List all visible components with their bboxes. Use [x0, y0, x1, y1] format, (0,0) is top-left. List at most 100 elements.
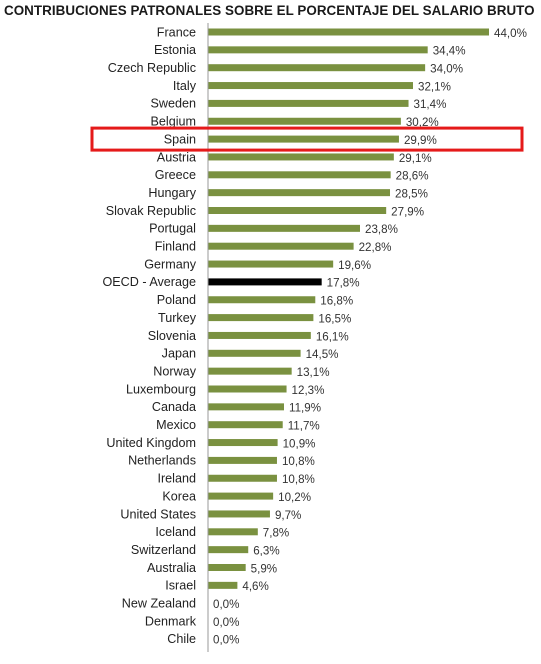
- bar-oecd-average: [208, 278, 322, 286]
- category-label-czech-republic: Czech Republic: [108, 61, 196, 75]
- value-label-switzerland: 6,3%: [253, 544, 279, 557]
- bar-germany: [208, 260, 334, 268]
- value-label-turkey: 16,5%: [318, 312, 351, 325]
- value-label-poland: 16,8%: [320, 295, 353, 308]
- category-label-france: France: [157, 25, 196, 39]
- category-label-canada: Canada: [152, 400, 196, 414]
- highlight-box: [90, 126, 524, 152]
- value-label-oecd-average: 17,8%: [327, 277, 360, 290]
- value-label-australia: 5,9%: [251, 562, 277, 575]
- bar-japan: [208, 349, 301, 357]
- bar-italy: [208, 82, 413, 90]
- value-label-germany: 19,6%: [338, 259, 371, 272]
- value-label-slovak-republic: 27,9%: [391, 205, 424, 218]
- category-label-united-kingdom: United Kingdom: [106, 436, 196, 450]
- value-label-austria: 29,1%: [399, 152, 432, 165]
- bar-greece: [208, 171, 391, 179]
- value-label-united-states: 9,7%: [275, 509, 301, 522]
- category-label-oecd-average: OECD - Average: [102, 275, 196, 289]
- category-label-germany: Germany: [144, 257, 196, 271]
- value-label-france: 44,0%: [494, 27, 527, 40]
- value-label-hungary: 28,5%: [395, 187, 428, 200]
- bar-spain: [208, 135, 399, 143]
- category-label-estonia: Estonia: [154, 43, 196, 57]
- category-label-slovak-republic: Slovak Republic: [106, 204, 196, 218]
- bar-norway: [208, 367, 292, 375]
- category-label-austria: Austria: [157, 150, 196, 164]
- bar-korea: [208, 492, 274, 500]
- bar-united-states: [208, 510, 270, 518]
- category-label-poland: Poland: [157, 293, 196, 307]
- bar-australia: [208, 564, 246, 571]
- category-label-australia: Australia: [147, 561, 196, 575]
- value-label-italy: 32,1%: [418, 80, 451, 93]
- category-label-finland: Finland: [155, 240, 196, 254]
- value-label-estonia: 34,4%: [433, 45, 466, 58]
- value-label-netherlands: 10,8%: [282, 455, 315, 468]
- category-label-spain: Spain: [164, 132, 196, 146]
- bar-united-kingdom: [208, 439, 278, 447]
- category-label-turkey: Turkey: [158, 311, 197, 325]
- category-label-mexico: Mexico: [156, 418, 196, 432]
- category-label-united-states: United States: [120, 507, 196, 521]
- category-label-ireland: Ireland: [157, 472, 196, 486]
- category-label-italy: Italy: [173, 79, 197, 93]
- bar-belgium: [208, 117, 401, 125]
- value-label-czech-republic: 34,0%: [430, 63, 463, 76]
- bar-estonia: [208, 46, 428, 54]
- category-label-hungary: Hungary: [148, 186, 196, 200]
- bar-austria: [208, 153, 394, 161]
- bar-slovenia: [208, 331, 311, 339]
- bar-switzerland: [208, 546, 249, 554]
- value-label-mexico: 11,7%: [288, 420, 320, 433]
- bar-slovak-republic: [208, 207, 387, 214]
- category-label-denmark: Denmark: [145, 614, 197, 628]
- value-label-luxembourg: 12,3%: [292, 384, 325, 397]
- category-label-norway: Norway: [153, 364, 196, 378]
- category-label-iceland: Iceland: [155, 525, 196, 539]
- labels-layer: France 44,0% Estonia 34,4% Czech Republic 34,…: [102, 25, 526, 646]
- bar-portugal: [208, 224, 360, 232]
- value-label-belgium: 30,2%: [406, 116, 439, 129]
- value-label-finland: 22,8%: [359, 241, 392, 254]
- value-label-new-zealand: 0,0%: [213, 598, 239, 611]
- bar-iceland: [208, 528, 258, 536]
- value-label-canada: 11,9%: [289, 402, 321, 415]
- category-label-portugal: Portugal: [149, 222, 196, 236]
- value-label-korea: 10,2%: [278, 491, 311, 504]
- bar-israel: [208, 581, 238, 589]
- bar-ireland: [208, 474, 277, 482]
- category-label-luxembourg: Luxembourg: [126, 382, 196, 396]
- category-label-greece: Greece: [155, 168, 196, 182]
- category-label-korea: Korea: [162, 489, 196, 503]
- bar-turkey: [208, 314, 314, 322]
- bar-poland: [208, 296, 316, 304]
- category-label-slovenia: Slovenia: [148, 329, 196, 343]
- value-label-chile: 0,0%: [213, 634, 239, 647]
- value-label-japan: 14,5%: [306, 348, 339, 361]
- bar-hungary: [208, 189, 391, 197]
- bar-sweden: [208, 99, 409, 107]
- value-label-norway: 13,1%: [297, 366, 330, 379]
- chart-title: CONTRIBUCIONES PATRONALES SOBRE EL PORCE…: [4, 3, 535, 18]
- value-label-sweden: 31,4%: [414, 98, 447, 111]
- value-label-slovenia: 16,1%: [316, 330, 349, 343]
- category-label-switzerland: Switzerland: [131, 543, 196, 557]
- bar-czech-republic: [208, 64, 426, 72]
- value-label-ireland: 10,8%: [282, 473, 315, 486]
- category-label-israel: Israel: [165, 579, 196, 593]
- bar-mexico: [208, 421, 283, 429]
- category-label-new-zealand: New Zealand: [122, 597, 196, 611]
- bar-finland: [208, 242, 354, 250]
- value-label-denmark: 0,0%: [213, 616, 239, 629]
- bar-luxembourg: [208, 385, 287, 393]
- bars-layer: [208, 28, 489, 589]
- value-label-spain: 29,9%: [404, 134, 437, 147]
- category-label-belgium: Belgium: [151, 115, 197, 129]
- value-label-portugal: 23,8%: [365, 223, 398, 236]
- bar-france: [208, 28, 489, 36]
- value-label-iceland: 7,8%: [263, 527, 289, 540]
- category-label-japan: Japan: [162, 347, 196, 361]
- bar-netherlands: [208, 456, 277, 464]
